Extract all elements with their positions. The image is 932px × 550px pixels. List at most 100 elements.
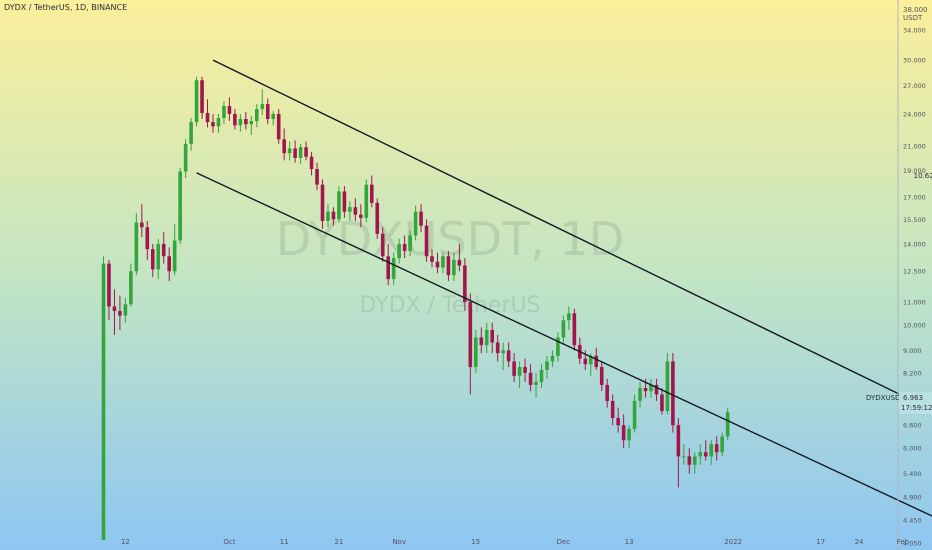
candle [671,353,675,433]
candle-body [397,243,401,259]
candle [326,204,330,228]
candle [337,186,341,223]
candle [150,243,155,278]
candle-body [528,372,533,385]
time-axis[interactable]: 12Oct1121Nov15Dec1320221724Feb14Mar14 [121,538,932,546]
candle [616,407,620,433]
candle [709,440,714,465]
candle-body [506,350,511,362]
candle-body [474,337,478,368]
candle [189,118,193,151]
candle-body [326,211,330,221]
badge-box [899,392,932,414]
symbol-header: DYDX / TetherUS, 1D, BINANCE [4,3,128,12]
candle-body [430,256,434,262]
candle [572,308,577,351]
candle-body [517,367,522,376]
y-tick-label: 12.500 [903,268,926,276]
y-tick-label: 5.400 [903,470,922,478]
candle-body [293,148,297,158]
candle-body [725,412,730,437]
candle [200,76,204,120]
candle [145,220,150,260]
x-tick-label: Feb [897,538,910,546]
y-tick-label: 17.000 [903,194,926,202]
candle [304,141,308,161]
candle [446,250,451,282]
candle [255,104,259,128]
candle-body [616,418,620,426]
x-tick-label: 12 [121,538,130,546]
candle-body [315,169,319,185]
candle-body [643,388,648,392]
candle [238,113,243,132]
candle-body [479,337,484,346]
candle [161,232,166,264]
candle [413,205,418,241]
candle [517,361,522,389]
candle-body [112,306,117,311]
candle [430,249,434,268]
channel-line-lower[interactable] [196,172,932,520]
candle-body [682,456,686,458]
axis-unit-top: 38.000 [903,6,928,14]
candle [211,113,215,133]
candle [632,394,637,433]
candle-body [178,171,182,241]
candle-body [260,104,265,109]
trend-channel[interactable] [196,59,932,520]
candle [260,89,265,115]
candle-body [665,361,670,412]
candle [484,322,489,354]
candle [506,342,511,368]
candle-body [391,258,396,280]
candle-body [271,113,276,120]
candle-body [402,243,407,251]
y-tick-label: 6.600 [903,422,922,430]
x-tick-label: 2022 [724,538,742,546]
candle [205,99,210,128]
candle [386,243,390,286]
candle-body [446,256,451,276]
candle-body [150,249,155,270]
y-tick-label: 4.450 [903,517,922,525]
candle [523,358,527,382]
candle [140,204,144,238]
candle [687,448,692,474]
axis-unit: 38.000 USDT [903,6,928,22]
price-range-measure[interactable]: 10.626 (155.31%) 10626 [914,172,932,412]
candle-body [632,400,637,429]
candle-body [594,355,599,368]
x-tick-label: 15 [471,538,480,546]
x-tick-label: 17 [816,538,825,546]
candle-body [583,358,588,365]
candle [342,186,347,218]
candle-body [588,355,593,365]
y-tick-label: 19.000 [903,167,926,175]
candle [534,372,538,398]
badge-price: 6.963 [903,394,923,402]
candle-body [534,381,538,385]
channel-line-upper[interactable] [212,59,932,414]
candle-body [222,106,226,119]
candle-body [687,456,692,465]
y-tick-label: 9.000 [903,347,922,355]
candle [244,111,248,130]
candle-body [342,191,347,212]
candle [298,143,303,165]
candle [359,204,363,228]
candle-body [468,302,473,368]
candle [233,108,237,130]
candle-body [654,384,659,395]
candle [348,201,352,221]
candle-body [375,202,380,234]
price-axis[interactable]: 34.000 30.000 27.000 24.000 21.000 19.000 17.0… [903,26,926,547]
candle [627,425,631,449]
x-tick-label: 21 [334,538,343,546]
candle-body [172,240,177,272]
candle-body [605,384,609,401]
candle [107,259,111,321]
y-tick-label: 4.900 [903,494,922,502]
candle [408,230,412,257]
